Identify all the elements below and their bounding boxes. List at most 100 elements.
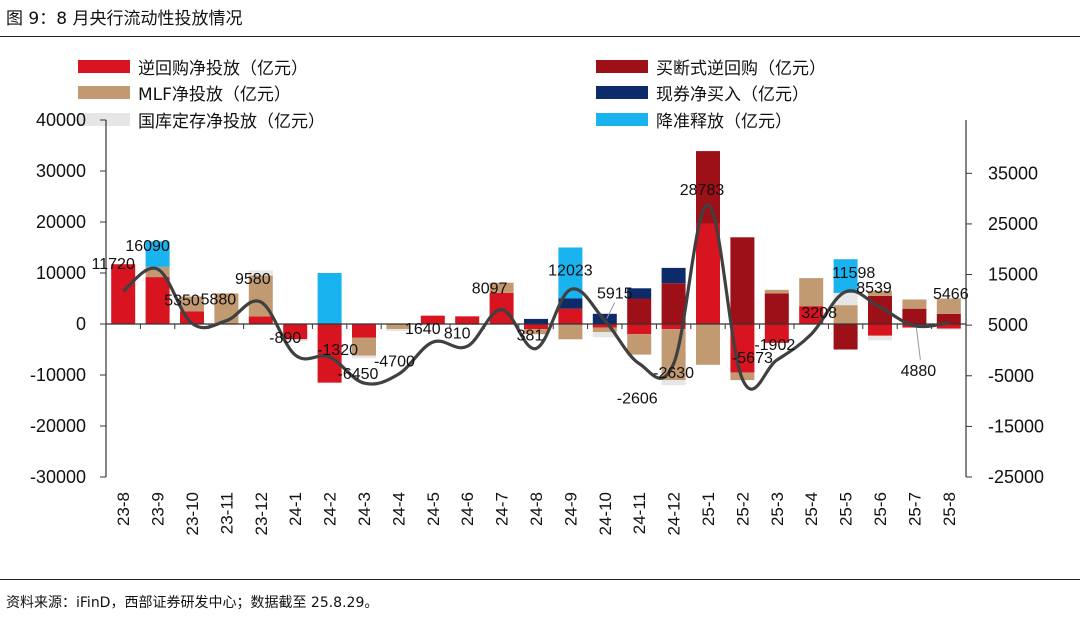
- legend-swatch: [596, 113, 648, 126]
- data-label-24-8: 381: [517, 328, 544, 345]
- bar-24-3-s2: [352, 337, 376, 356]
- bar-23-9-s5: [145, 241, 170, 267]
- bar-25-3-s0: [764, 324, 789, 343]
- category-label-23-10: 23-10: [183, 492, 202, 535]
- figure-title: 图 9：8 月央行流动性投放情况: [6, 9, 243, 29]
- bar-25-8-s2: [936, 298, 961, 314]
- legend-swatch: [596, 86, 648, 99]
- category-label-24-10: 24-10: [596, 492, 615, 535]
- bar-24-1-s0: [283, 324, 308, 340]
- bar-24-9-s2: [558, 324, 583, 340]
- data-label-25-7: 4880: [901, 363, 937, 380]
- bar-24-11-s0: [627, 324, 652, 335]
- data-label-24-7: 8097: [472, 280, 508, 297]
- source-note: 资料来源：iFinD，西部证券研发中心；数据截至 25.8.29。: [6, 595, 379, 611]
- data-label-25-1: 28783: [680, 182, 725, 199]
- legend-item-rrr-cut: 降准释放（亿元）: [596, 107, 792, 132]
- bar-24-9-s3: [558, 298, 583, 309]
- category-label-24-12: 24-12: [665, 492, 684, 535]
- data-label-24-9: 12023: [548, 263, 593, 280]
- category-label-23-12: 23-12: [252, 492, 271, 535]
- category-label-24-2: 24-2: [321, 492, 340, 526]
- bar-24-12-s0: [661, 324, 686, 330]
- bar-25-2-s1: [730, 237, 755, 324]
- right-axis-tick-label: 5000: [988, 315, 1028, 335]
- bar-25-4-s0: [799, 306, 824, 324]
- leader-line-24-10: [606, 302, 616, 319]
- bar-25-8-s4: [936, 328, 961, 330]
- data-label-23-9: 16090: [125, 238, 170, 255]
- bar-23-11-s2: [214, 293, 239, 324]
- legend-item-outright-repo: 买断式逆回购（亿元）: [596, 54, 826, 79]
- bar-23-8-s0: [111, 264, 136, 324]
- category-label-25-8: 25-8: [940, 492, 959, 526]
- data-label-23-8: 11720: [92, 256, 135, 273]
- bar-24-10-s2: [592, 327, 617, 333]
- data-label-23-10: 5350: [164, 292, 200, 309]
- bar-25-1-s2: [696, 324, 720, 365]
- bar-24-10-s0: [592, 324, 617, 328]
- legend-item-reverse-repo: 逆回购净投放（亿元）: [78, 54, 308, 79]
- left-axis-tick-label: -10000: [30, 365, 86, 385]
- bar-25-1-s1: [696, 151, 720, 224]
- bar-23-10-s2: [180, 296, 204, 312]
- legend-label: 降准释放（亿元）: [656, 112, 792, 132]
- bar-25-5-s1: [833, 324, 858, 350]
- bar-24-8-s0: [524, 324, 548, 330]
- legend-swatch: [596, 60, 648, 73]
- legend-label: 买断式逆回购（亿元）: [656, 59, 826, 79]
- legend-label: 国库定存净投放（亿元）: [138, 112, 325, 132]
- bar-23-9-s2: [145, 266, 170, 278]
- bar-25-6-s2: [868, 290, 892, 296]
- category-label-24-3: 24-3: [355, 492, 374, 526]
- category-label-24-11: 24-11: [630, 492, 649, 534]
- bar-24-11-s1: [627, 298, 652, 324]
- legend-item-bond-buying: 现券净买入（亿元）: [596, 80, 809, 105]
- category-label-24-7: 24-7: [493, 492, 512, 526]
- data-label-24-10: 5915: [597, 286, 633, 303]
- bar-25-8-s0: [936, 324, 961, 329]
- bar-25-7-s2: [902, 299, 927, 309]
- bar-25-6-s4: [868, 335, 892, 341]
- left-axis-tick-label: 40000: [36, 110, 86, 130]
- bar-24-8-s4: [524, 334, 548, 335]
- bar-25-3-s2: [764, 289, 789, 294]
- category-label-23-9: 23-9: [149, 492, 168, 526]
- left-axis-tick-label: 10000: [36, 263, 86, 283]
- category-label-25-6: 25-6: [871, 492, 890, 526]
- bar-25-6-s0: [868, 324, 892, 336]
- right-axis-tick-label: 15000: [988, 265, 1038, 285]
- category-label-24-9: 24-9: [561, 492, 580, 526]
- bar-24-6-s0: [455, 316, 480, 324]
- bar-25-1-s0: [696, 223, 720, 324]
- bar-25-7-s1: [902, 308, 927, 324]
- bar-25-3-s1: [764, 293, 789, 324]
- data-label-24-11: -2606: [617, 391, 658, 408]
- bar-24-8-s2: [524, 329, 548, 335]
- data-label-24-2: -1320: [317, 342, 358, 359]
- bottom-rule: [0, 579, 1080, 580]
- left-axis-tick-label: 0: [76, 314, 86, 334]
- right-axis-tick-label: 25000: [988, 214, 1038, 234]
- right-axis-tick-label: -25000: [988, 467, 1044, 487]
- left-axis-tick-label: -30000: [30, 467, 86, 487]
- right-axis-tick-label: 35000: [988, 163, 1038, 183]
- bar-24-10-s4: [592, 332, 617, 338]
- data-label-24-5: 1640: [405, 321, 441, 338]
- legend-item-mlf: MLF净投放（亿元）: [78, 80, 291, 105]
- bar-24-2-s0: [317, 324, 342, 383]
- left-axis-tick-label: 30000: [36, 161, 86, 181]
- data-label-25-3: -1902: [754, 337, 795, 354]
- bar-25-5-s5: [833, 259, 858, 293]
- bar-24-3-s4: [352, 355, 376, 359]
- bar-23-9-s0: [145, 277, 170, 324]
- bar-24-11-s2: [627, 334, 652, 355]
- data-label-25-5: 11598: [832, 265, 875, 282]
- legend-label: MLF净投放（亿元）: [138, 85, 291, 105]
- legend-label: 现券净买入（亿元）: [656, 85, 809, 105]
- data-label-24-4: -4700: [374, 353, 415, 370]
- bar-24-3-s0: [352, 324, 376, 338]
- bar-24-12-s4: [661, 380, 686, 386]
- data-label-23-12: 9580: [235, 271, 271, 288]
- data-label-24-6: 810: [444, 325, 471, 342]
